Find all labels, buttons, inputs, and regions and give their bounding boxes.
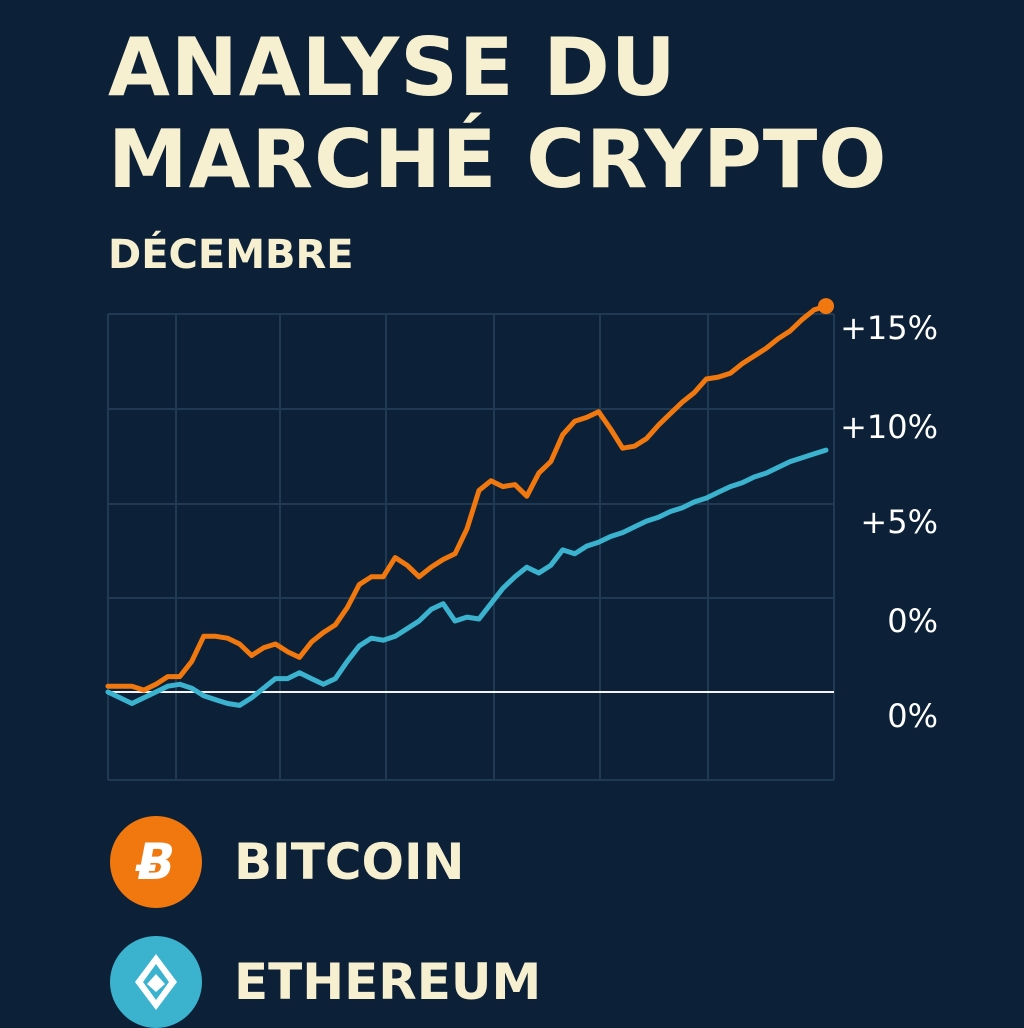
legend-label-bitcoin: BITCOIN bbox=[234, 833, 465, 891]
series-end-point-bitcoin bbox=[818, 298, 834, 315]
legend-item-ethereum: ETHEREUM bbox=[110, 936, 541, 1028]
subtitle: DÉCEMBRE bbox=[108, 232, 354, 278]
legend-label-ethereum: ETHEREUM bbox=[234, 953, 542, 1011]
y-tick-label: 0% bbox=[887, 602, 938, 640]
page-title: ANALYSE DU MARCHÉ CRYPTO bbox=[108, 22, 887, 206]
y-tick-labels: +15% +10% +5% 0% 0% bbox=[840, 309, 938, 735]
chart-grid bbox=[107, 313, 835, 781]
chart-series bbox=[105, 298, 834, 708]
series-line-bitcoin bbox=[105, 303, 829, 693]
y-tick-label: +5% bbox=[860, 503, 938, 541]
legend-item-bitcoin: Ƀ BITCOIN bbox=[110, 816, 464, 908]
title-line-2: MARCHÉ CRYPTO bbox=[108, 113, 888, 206]
bitcoin-icon: Ƀ bbox=[110, 816, 202, 908]
y-tick-label: +15% bbox=[840, 309, 938, 347]
y-tick-label: 0% bbox=[887, 697, 938, 735]
ethereum-icon bbox=[110, 936, 202, 1028]
y-tick-label: +10% bbox=[840, 408, 938, 446]
title-line-1: ANALYSE DU bbox=[108, 21, 677, 114]
series-line-ethereum bbox=[105, 447, 829, 708]
